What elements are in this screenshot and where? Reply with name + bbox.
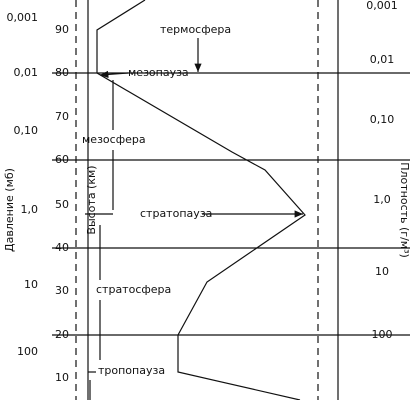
density-label: 10 [375,265,389,278]
density-label: 100 [372,328,393,341]
height-label: 50 [55,198,69,211]
pressure-label: 1,0 [21,203,39,216]
annotation: мезопауза [128,66,189,79]
pressure-label: 0,01 [14,66,39,79]
annotation: мезосфера [82,133,146,146]
height-label: 60 [55,153,69,166]
pressure-label: 10 [24,278,38,291]
density-label: 0,01 [370,53,395,66]
density-label: 1,0 [373,193,391,206]
height-label: 40 [55,241,69,254]
annotation: термосфера [160,23,231,36]
annotation: тропопауза [98,364,165,377]
height-label: 10 [55,371,69,384]
height-label: 20 [55,328,69,341]
height-label: 70 [55,110,69,123]
axis-title: Плотность (г/м³) [398,162,411,258]
axis-title: Давление (мб) [3,168,16,252]
pressure-label: 0,10 [14,124,39,137]
density-label: 0,10 [370,113,395,126]
height-label: 90 [55,23,69,36]
density-label: 0,001 [366,0,398,12]
height-label: 80 [55,66,69,79]
pressure-label: 0,001 [7,11,39,24]
annotation: стратосфера [96,283,171,296]
pressure-label: 100 [17,345,38,358]
axis-title: Высота (км) [85,165,98,234]
annotation: стратопауза [140,207,212,220]
height-label: 30 [55,284,69,297]
frame [52,0,410,400]
